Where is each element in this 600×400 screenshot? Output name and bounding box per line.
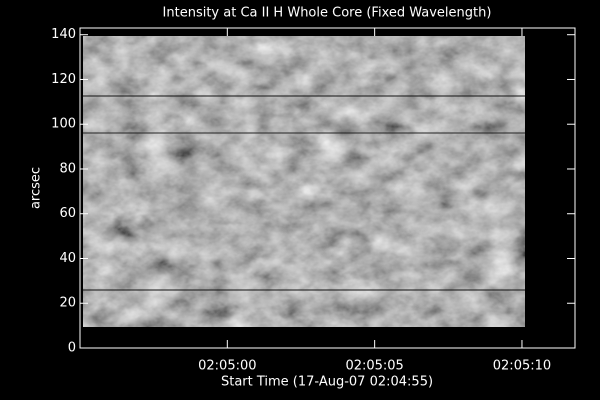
chart-title: Intensity at Ca II H Whole Core (Fixed W… — [163, 6, 492, 21]
y-tick-label: 60 — [59, 206, 76, 221]
y-tick-label: 80 — [59, 161, 76, 176]
intensity-image — [83, 36, 525, 327]
x-tick-label: 02:05:05 — [345, 359, 403, 374]
y-tick-label: 40 — [59, 251, 76, 266]
x-axis-label: Start Time (17-Aug-07 02:04:55) — [221, 375, 433, 390]
plot-frame — [79, 27, 576, 349]
x-tick-label: 02:05:10 — [493, 359, 551, 374]
y-tick-label: 140 — [51, 27, 76, 42]
y-tick-label: 0 — [68, 341, 76, 356]
y-tick-label: 100 — [51, 117, 76, 132]
y-tick-label: 120 — [51, 72, 76, 87]
y-tick-label: 20 — [59, 296, 76, 311]
y-axis-label: arcsec — [29, 167, 44, 209]
x-tick-label: 02:05:00 — [198, 359, 256, 374]
